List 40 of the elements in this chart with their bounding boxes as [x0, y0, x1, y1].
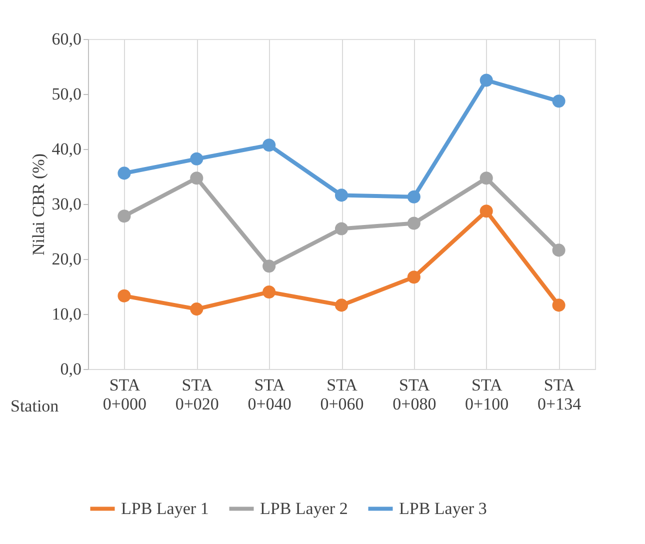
- y-tick-label: 50,0: [52, 84, 82, 104]
- point: [118, 289, 131, 302]
- x-tick-label: STA 0+060: [320, 376, 364, 414]
- point: [118, 210, 131, 223]
- x-tick-label: STA 0+040: [248, 376, 292, 414]
- y-tick-label: 30,0: [52, 194, 82, 214]
- point: [334, 222, 348, 236]
- point: [262, 138, 276, 152]
- point: [407, 216, 420, 230]
- point: [480, 204, 493, 218]
- point: [262, 285, 276, 299]
- point: [407, 270, 420, 284]
- x-tick-label: STA 0+000: [102, 376, 147, 414]
- point: [118, 166, 131, 180]
- point: [480, 172, 493, 185]
- point: [480, 74, 493, 87]
- legend-label: LPB Layer 3: [399, 498, 487, 518]
- point: [190, 152, 204, 166]
- point: [407, 190, 420, 204]
- x-axis-title: Station: [10, 396, 60, 416]
- x-tick-label: STA 0+100: [465, 376, 509, 414]
- point: [334, 298, 348, 312]
- y-tick-label: 10,0: [52, 304, 82, 324]
- point: [334, 188, 348, 202]
- point: [552, 94, 566, 108]
- x-tick-label: STA 0+020: [175, 376, 219, 414]
- y-tick-label: 40,0: [52, 140, 82, 158]
- x-tick-label: STA 0+080: [392, 376, 436, 414]
- y-tick-label: 0,0: [60, 360, 82, 378]
- point: [190, 172, 204, 185]
- y-tick-label: 20,0: [52, 250, 82, 268]
- point: [262, 260, 276, 273]
- x-tick-label: STA 0+134: [537, 376, 582, 414]
- y-tick-label: 60,0: [52, 30, 82, 48]
- legend-label: LPB Layer 2: [260, 498, 348, 518]
- y-axis-title: Nilai CBR (%): [28, 154, 48, 256]
- legend-label: LPB Layer 1: [121, 498, 209, 518]
- point: [552, 244, 566, 257]
- point: [552, 298, 566, 312]
- point: [190, 302, 204, 316]
